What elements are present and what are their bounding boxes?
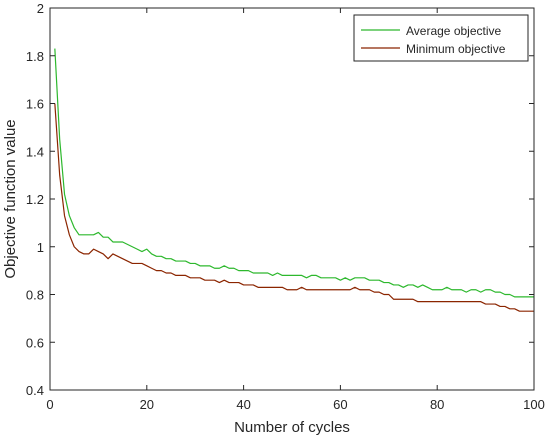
series-line-average-objective bbox=[54, 48, 534, 298]
y-tick-label: 0.6 bbox=[26, 335, 44, 350]
x-tick-label: 80 bbox=[430, 397, 444, 412]
x-tick-label: 40 bbox=[236, 397, 250, 412]
y-axis-label: Objective function value bbox=[2, 119, 19, 278]
legend-label-minimum-objective: Minimum objective bbox=[406, 42, 506, 56]
y-tick-label: 1.8 bbox=[26, 49, 44, 64]
x-tick-label: 20 bbox=[140, 397, 154, 412]
legend-box bbox=[353, 14, 529, 62]
plot-area bbox=[50, 8, 534, 390]
x-tick-label: 100 bbox=[523, 397, 545, 412]
x-tick-label: 60 bbox=[333, 397, 347, 412]
x-axis-label: Number of cycles bbox=[234, 419, 350, 436]
x-tick-label: 0 bbox=[46, 397, 53, 412]
x-axis-ticks: 0 20 40 60 80 100 bbox=[46, 8, 545, 412]
y-axis-ticks: 0.4 0.6 0.8 1 1.2 1.4 1.6 1.8 2 bbox=[26, 1, 534, 398]
y-tick-label: 0.4 bbox=[26, 383, 44, 398]
legend-label-average-objective: Average objective bbox=[406, 24, 502, 38]
series-layer bbox=[54, 48, 534, 312]
y-tick-label: 1.6 bbox=[26, 97, 44, 112]
y-tick-label: 1.4 bbox=[26, 144, 44, 159]
y-tick-label: 1.2 bbox=[26, 192, 44, 207]
series-line-minimum-objective bbox=[54, 103, 534, 312]
y-tick-label: 0.8 bbox=[26, 288, 44, 303]
y-tick-label: 2 bbox=[37, 1, 44, 16]
y-tick-label: 1 bbox=[37, 240, 44, 255]
legend: Average objective Minimum objective bbox=[353, 14, 529, 62]
